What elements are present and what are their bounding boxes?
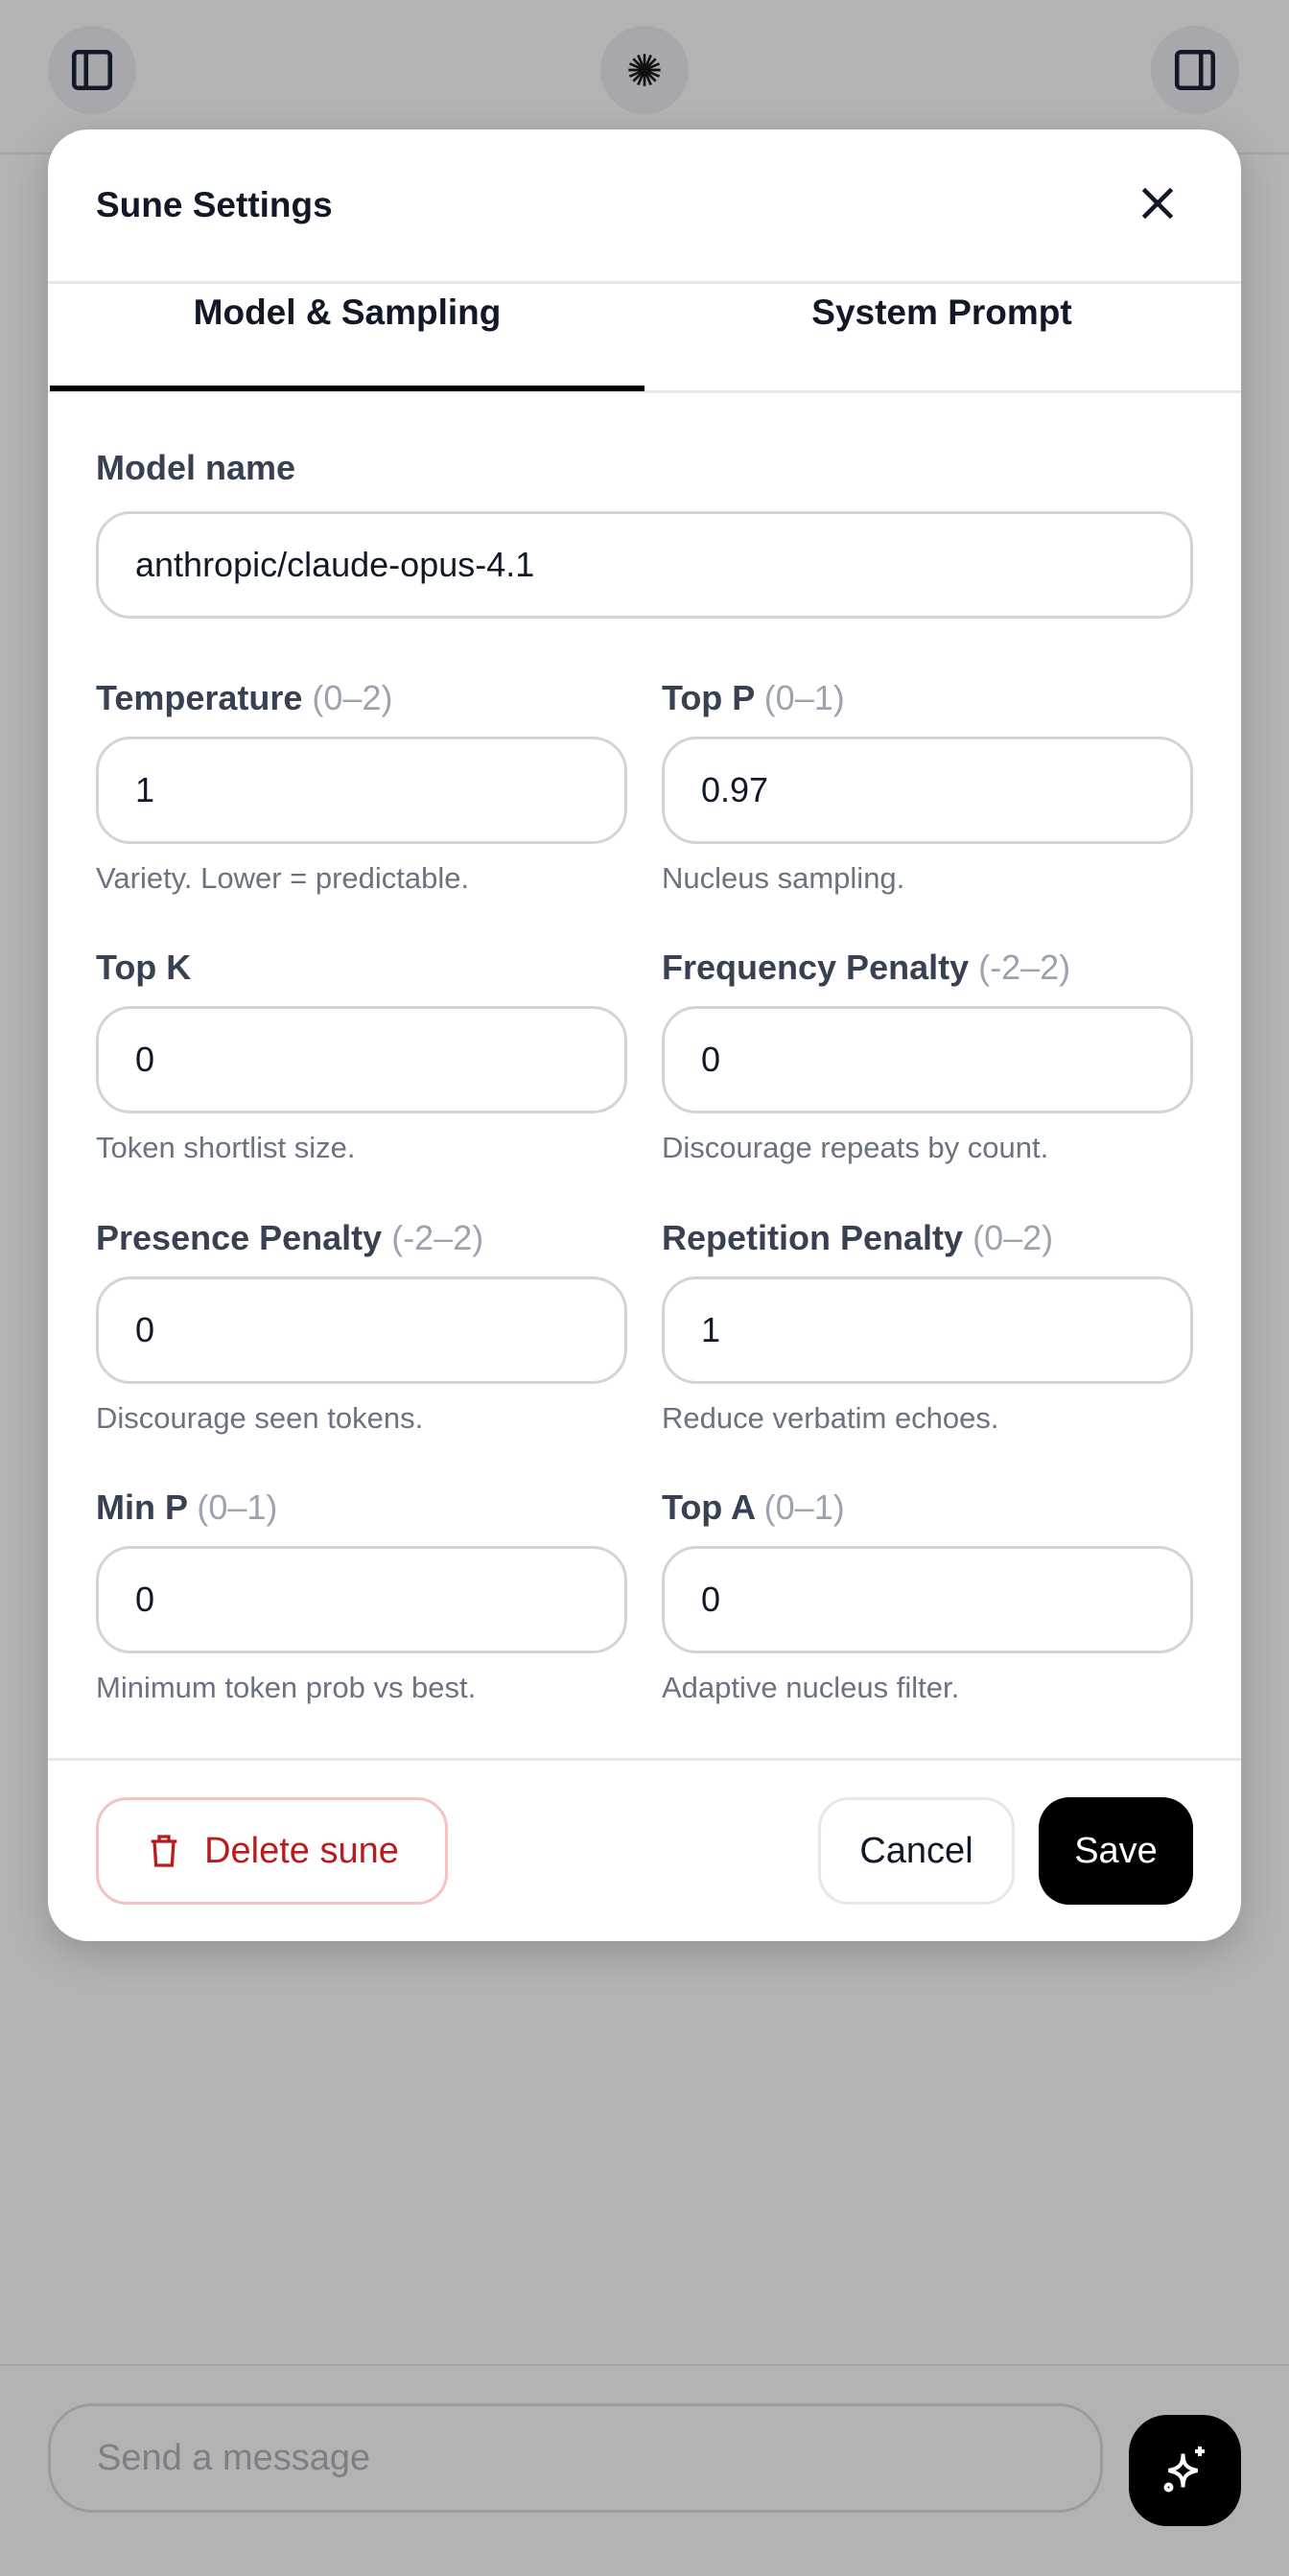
min-p-label: Min P (0–1): [96, 1487, 277, 1528]
temperature-range: (0–2): [312, 678, 393, 717]
delete-sune-label: Delete sune: [204, 1830, 399, 1871]
modal-title: Sune Settings: [96, 185, 333, 224]
top-p-label-text: Top P: [662, 678, 755, 717]
frequency-penalty-input[interactable]: 0: [662, 1006, 1193, 1113]
top-p-help: Nucleus sampling.: [662, 861, 905, 895]
min-p-help: Minimum token prob vs best.: [96, 1671, 477, 1704]
top-p-input[interactable]: 0.97: [662, 737, 1193, 844]
repetition-penalty-range: (0–2): [973, 1218, 1054, 1257]
temperature-help: Variety. Lower = predictable.: [96, 861, 470, 895]
repetition-penalty-help: Reduce verbatim echoes.: [662, 1401, 999, 1435]
close-icon[interactable]: [1134, 179, 1182, 227]
delete-sune-button[interactable]: Delete sune: [96, 1797, 448, 1905]
min-p-input[interactable]: 0: [96, 1546, 627, 1653]
presence-penalty-label: Presence Penalty (-2–2): [96, 1218, 483, 1258]
model-name-input[interactable]: anthropic/claude-opus-4.1: [96, 511, 1193, 619]
toggle-right-sidebar-button[interactable]: [1151, 26, 1239, 114]
temperature-input[interactable]: 1: [96, 737, 627, 844]
sidebar-left-icon: [71, 49, 113, 91]
repetition-penalty-label: Repetition Penalty (0–2): [662, 1218, 1053, 1258]
presence-penalty-label-text: Presence Penalty: [96, 1218, 383, 1257]
top-a-input[interactable]: 0: [662, 1546, 1193, 1653]
temperature-label: Temperature (0–2): [96, 678, 392, 718]
top-k-help: Token shortlist size.: [96, 1131, 356, 1164]
repetition-penalty-input[interactable]: 1: [662, 1276, 1193, 1384]
logo-button[interactable]: [600, 26, 689, 114]
divider: [48, 281, 1241, 284]
presence-penalty-help: Discourage seen tokens.: [96, 1401, 424, 1435]
model-name-label: Model name: [96, 448, 296, 487]
divider: [48, 390, 1241, 393]
presence-penalty-range: (-2–2): [391, 1218, 484, 1257]
frequency-penalty-range: (-2–2): [978, 948, 1071, 987]
message-input[interactable]: Send a message: [48, 2403, 1103, 2513]
frequency-penalty-help: Discourage repeats by count.: [662, 1131, 1049, 1164]
sparkles-icon: [1162, 2447, 1205, 2493]
min-p-label-text: Min P: [96, 1487, 188, 1527]
top-a-label-text: Top A: [662, 1487, 755, 1527]
top-k-label-text: Top K: [96, 948, 192, 987]
top-a-label: Top A (0–1): [662, 1487, 845, 1528]
top-p-label: Top P (0–1): [662, 678, 845, 718]
top-p-range: (0–1): [763, 678, 845, 717]
frequency-penalty-label: Frequency Penalty (-2–2): [662, 948, 1070, 988]
repetition-penalty-label-text: Repetition Penalty: [662, 1218, 964, 1257]
tab-system-prompt[interactable]: System Prompt: [811, 293, 1072, 332]
sidebar-right-icon: [1174, 49, 1216, 91]
sunburst-logo-icon: [628, 54, 661, 86]
min-p-range: (0–1): [197, 1487, 278, 1527]
send-button[interactable]: [1129, 2415, 1241, 2526]
save-button[interactable]: Save: [1039, 1797, 1193, 1905]
toggle-left-sidebar-button[interactable]: [48, 26, 136, 114]
active-tab-indicator: [50, 386, 644, 391]
top-k-input[interactable]: 0: [96, 1006, 627, 1113]
top-a-help: Adaptive nucleus filter.: [662, 1671, 960, 1704]
composer-divider: [0, 2364, 1289, 2366]
tab-model-sampling[interactable]: Model & Sampling: [193, 293, 502, 332]
footer-divider: [48, 1758, 1241, 1761]
frequency-penalty-label-text: Frequency Penalty: [662, 948, 970, 987]
presence-penalty-input[interactable]: 0: [96, 1276, 627, 1384]
cancel-button[interactable]: Cancel: [818, 1797, 1015, 1905]
top-a-range: (0–1): [763, 1487, 845, 1527]
temperature-label-text: Temperature: [96, 678, 303, 717]
settings-modal: Sune Settings Model & Sampling System Pr…: [48, 129, 1241, 1941]
top-k-label: Top K: [96, 948, 191, 988]
trash-icon: [151, 1835, 177, 1867]
